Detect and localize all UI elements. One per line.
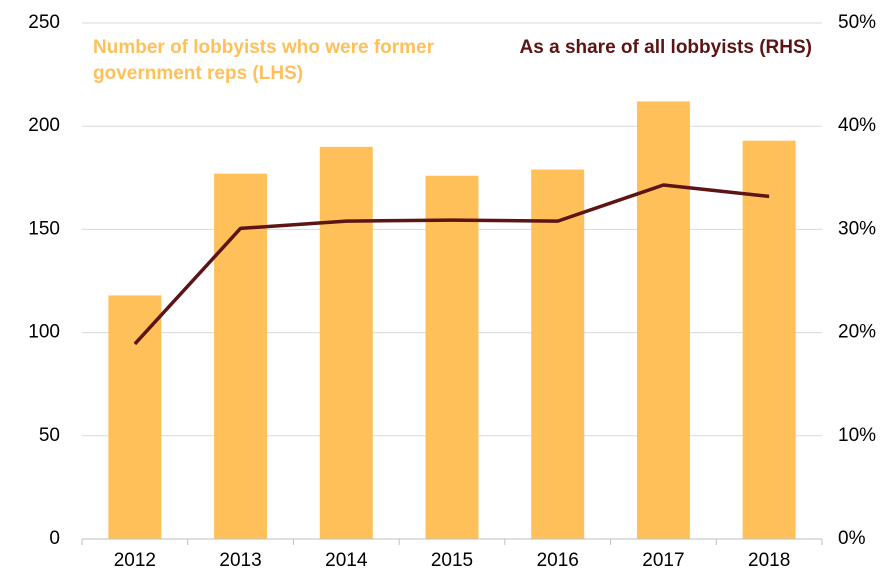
x-tick-label: 2015 xyxy=(431,550,473,571)
bar xyxy=(319,146,373,539)
line xyxy=(133,183,770,346)
x-tick-label: 2013 xyxy=(219,550,261,571)
x-tick-label: 2018 xyxy=(748,550,790,571)
y2-tick-label: 50% xyxy=(838,12,876,33)
y-tick-label: 250 xyxy=(28,12,60,33)
x-tick-label: 2012 xyxy=(114,550,156,571)
y2-tick-label: 40% xyxy=(838,115,876,136)
bar xyxy=(531,169,585,539)
y2-tick-label: 10% xyxy=(838,425,876,446)
x-tick-label: 2014 xyxy=(325,550,368,571)
y-tick-label: 100 xyxy=(28,322,60,343)
bar xyxy=(425,175,479,539)
bar xyxy=(214,173,268,539)
y2-tick-label: 20% xyxy=(838,322,876,343)
x-tick-label: 2017 xyxy=(642,550,684,571)
legend-bar: Number of lobbyists who were former gove… xyxy=(93,37,434,84)
legend-line: As a share of all lobbyists (RHS) xyxy=(519,37,812,58)
bar xyxy=(108,295,162,539)
y-tick-label: 200 xyxy=(28,115,60,136)
x-tick-label: 2016 xyxy=(537,550,579,571)
y2-tick-label: 0% xyxy=(838,528,866,549)
y2-tick-label: 30% xyxy=(838,218,876,239)
bar xyxy=(742,140,796,539)
y-tick-label: 150 xyxy=(28,218,60,239)
y-tick-label: 50 xyxy=(39,425,60,446)
bar xyxy=(636,101,690,539)
y-tick-label: 0 xyxy=(49,528,60,549)
